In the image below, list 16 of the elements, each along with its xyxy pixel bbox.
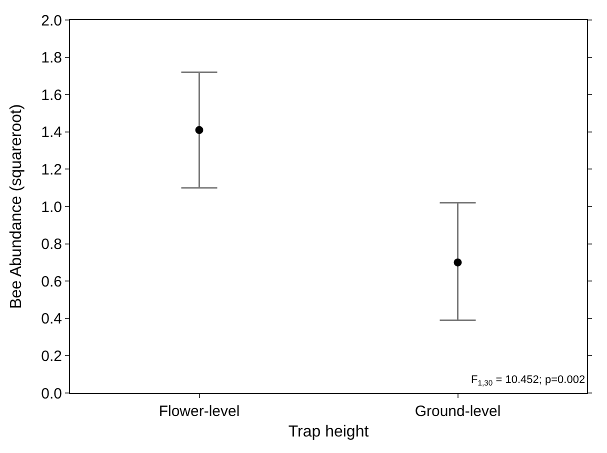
y-tick-label: 1.4 (41, 124, 62, 142)
y-tick-label: 2.0 (41, 12, 62, 30)
y-tick-label: 0.2 (41, 348, 62, 365)
y-tick-label: 0.6 (41, 273, 62, 290)
y-tick-label: 0.8 (41, 236, 62, 254)
annotation: F$_{1,30}$ = 10.452; p=0.002 (471, 374, 586, 388)
x-axis-title: Trap height (288, 424, 370, 441)
y-tick-label: 1.0 (41, 198, 62, 216)
x-tick-label: Flower-level (158, 403, 240, 420)
x-tick-label: Ground-level (414, 403, 501, 420)
y-tick-label: 0.4 (41, 310, 62, 328)
y-tick-label: 1.8 (41, 50, 62, 67)
y-tick-label: 1.6 (41, 86, 62, 104)
y-tick-label: 0.0 (41, 385, 62, 402)
y-axis-title: Bee Abundance (squareroot) (8, 104, 26, 309)
y-tick-label: 1.2 (41, 161, 62, 178)
